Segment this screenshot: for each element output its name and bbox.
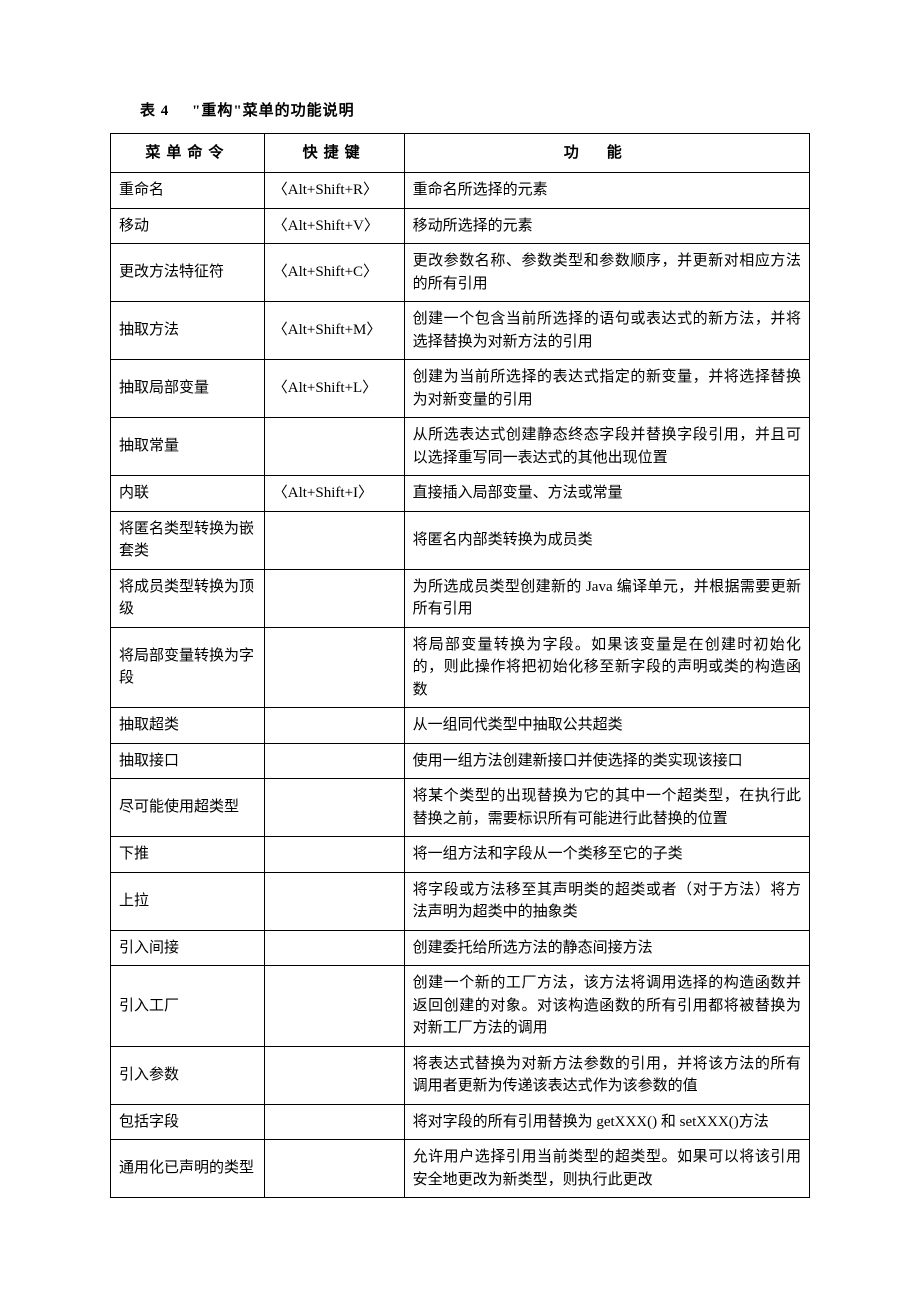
cell-function: 将局部变量转换为字段。如果该变量是在创建时初始化的，则此操作将把初始化移至新字段… (404, 627, 809, 708)
cell-shortcut (264, 1104, 404, 1140)
table-row: 将局部变量转换为字段 将局部变量转换为字段。如果该变量是在创建时初始化的，则此操作… (111, 627, 810, 708)
cell-command: 更改方法特征符 (111, 244, 265, 302)
cell-command: 抽取超类 (111, 708, 265, 744)
table-row: 将匿名类型转换为嵌套类 将匿名内部类转换为成员类 (111, 511, 810, 569)
cell-shortcut (264, 743, 404, 779)
cell-shortcut: 〈Alt+Shift+I〉 (264, 476, 404, 512)
col-header-function: 功能 (404, 133, 809, 173)
cell-function: 为所选成员类型创建新的 Java 编译单元，并根据需要更新所有引用 (404, 569, 809, 627)
cell-shortcut (264, 1140, 404, 1198)
caption-title: "重构"菜单的功能说明 (192, 103, 355, 119)
cell-function: 将一组方法和字段从一个类移至它的子类 (404, 837, 809, 873)
cell-shortcut: 〈Alt+Shift+M〉 (264, 302, 404, 360)
cell-command: 引入参数 (111, 1046, 265, 1104)
cell-shortcut (264, 930, 404, 966)
table-row: 上拉 将字段或方法移至其声明类的超类或者（对于方法）将方法声明为超类中的抽象类 (111, 872, 810, 930)
cell-function: 创建一个新的工厂方法，该方法将调用选择的构造函数并返回创建的对象。对该构造函数的… (404, 966, 809, 1047)
cell-shortcut (264, 511, 404, 569)
cell-function: 从所选表达式创建静态终态字段并替换字段引用，并且可以选择重写同一表达式的其他出现… (404, 418, 809, 476)
cell-command: 抽取接口 (111, 743, 265, 779)
table-row: 引入工厂 创建一个新的工厂方法，该方法将调用选择的构造函数并返回创建的对象。对该构… (111, 966, 810, 1047)
cell-command: 内联 (111, 476, 265, 512)
cell-function: 直接插入局部变量、方法或常量 (404, 476, 809, 512)
cell-command: 引入工厂 (111, 966, 265, 1047)
refactor-menu-table: 菜单命令 快捷键 功能 重命名〈Alt+Shift+R〉重命名所选择的元素移动〈… (110, 133, 810, 1199)
cell-function: 创建委托给所选方法的静态间接方法 (404, 930, 809, 966)
table-header-row: 菜单命令 快捷键 功能 (111, 133, 810, 173)
cell-command: 下推 (111, 837, 265, 873)
table-row: 抽取接口 使用一组方法创建新接口并使选择的类实现该接口 (111, 743, 810, 779)
cell-function: 创建为当前所选择的表达式指定的新变量，并将选择替换为对新变量的引用 (404, 360, 809, 418)
cell-function: 从一组同代类型中抽取公共超类 (404, 708, 809, 744)
cell-command: 移动 (111, 208, 265, 244)
cell-command: 重命名 (111, 173, 265, 209)
cell-shortcut: 〈Alt+Shift+C〉 (264, 244, 404, 302)
cell-shortcut: 〈Alt+Shift+R〉 (264, 173, 404, 209)
cell-shortcut (264, 708, 404, 744)
cell-command: 包括字段 (111, 1104, 265, 1140)
cell-function: 使用一组方法创建新接口并使选择的类实现该接口 (404, 743, 809, 779)
cell-command: 抽取常量 (111, 418, 265, 476)
cell-function: 将字段或方法移至其声明类的超类或者（对于方法）将方法声明为超类中的抽象类 (404, 872, 809, 930)
col-header-shortcut: 快捷键 (264, 133, 404, 173)
table-caption: 表 4 "重构"菜单的功能说明 (140, 100, 810, 123)
cell-shortcut (264, 837, 404, 873)
table-row: 抽取局部变量〈Alt+Shift+L〉创建为当前所选择的表达式指定的新变量，并将… (111, 360, 810, 418)
table-row: 抽取超类 从一组同代类型中抽取公共超类 (111, 708, 810, 744)
cell-command: 抽取方法 (111, 302, 265, 360)
cell-function: 将表达式替换为对新方法参数的引用，并将该方法的所有调用者更新为传递该表达式作为该… (404, 1046, 809, 1104)
cell-function: 将某个类型的出现替换为它的其中一个超类型，在执行此替换之前，需要标识所有可能进行… (404, 779, 809, 837)
cell-function: 重命名所选择的元素 (404, 173, 809, 209)
cell-shortcut (264, 872, 404, 930)
table-row: 下推 将一组方法和字段从一个类移至它的子类 (111, 837, 810, 873)
cell-command: 引入间接 (111, 930, 265, 966)
cell-function: 将对字段的所有引用替换为 getXXX() 和 setXXX()方法 (404, 1104, 809, 1140)
cell-command: 通用化已声明的类型 (111, 1140, 265, 1198)
cell-command: 上拉 (111, 872, 265, 930)
table-row: 引入间接 创建委托给所选方法的静态间接方法 (111, 930, 810, 966)
cell-shortcut (264, 569, 404, 627)
cell-command: 抽取局部变量 (111, 360, 265, 418)
cell-shortcut (264, 418, 404, 476)
table-row: 更改方法特征符〈Alt+Shift+C〉更改参数名称、参数类型和参数顺序，并更新… (111, 244, 810, 302)
table-row: 尽可能使用超类型 将某个类型的出现替换为它的其中一个超类型，在执行此替换之前，需要… (111, 779, 810, 837)
table-row: 抽取常量 从所选表达式创建静态终态字段并替换字段引用，并且可以选择重写同一表达式的… (111, 418, 810, 476)
table-row: 重命名〈Alt+Shift+R〉重命名所选择的元素 (111, 173, 810, 209)
caption-label: 表 4 (140, 103, 169, 119)
table-row: 包括字段 将对字段的所有引用替换为 getXXX() 和 setXXX()方法 (111, 1104, 810, 1140)
cell-command: 尽可能使用超类型 (111, 779, 265, 837)
cell-function: 移动所选择的元素 (404, 208, 809, 244)
table-row: 内联〈Alt+Shift+I〉直接插入局部变量、方法或常量 (111, 476, 810, 512)
cell-shortcut: 〈Alt+Shift+V〉 (264, 208, 404, 244)
cell-shortcut (264, 627, 404, 708)
cell-function: 将匿名内部类转换为成员类 (404, 511, 809, 569)
table-row: 抽取方法〈Alt+Shift+M〉创建一个包含当前所选择的语句或表达式的新方法，… (111, 302, 810, 360)
cell-shortcut (264, 1046, 404, 1104)
cell-shortcut: 〈Alt+Shift+L〉 (264, 360, 404, 418)
table-row: 引入参数 将表达式替换为对新方法参数的引用，并将该方法的所有调用者更新为传递该表达… (111, 1046, 810, 1104)
col-header-command: 菜单命令 (111, 133, 265, 173)
cell-command: 将匿名类型转换为嵌套类 (111, 511, 265, 569)
table-row: 移动〈Alt+Shift+V〉移动所选择的元素 (111, 208, 810, 244)
table-row: 通用化已声明的类型 允许用户选择引用当前类型的超类型。如果可以将该引用安全地更改为… (111, 1140, 810, 1198)
cell-shortcut (264, 966, 404, 1047)
cell-shortcut (264, 779, 404, 837)
cell-command: 将局部变量转换为字段 (111, 627, 265, 708)
table-row: 将成员类型转换为顶级 为所选成员类型创建新的 Java 编译单元，并根据需要更新所… (111, 569, 810, 627)
cell-function: 更改参数名称、参数类型和参数顺序，并更新对相应方法的所有引用 (404, 244, 809, 302)
cell-function: 创建一个包含当前所选择的语句或表达式的新方法，并将选择替换为对新方法的引用 (404, 302, 809, 360)
cell-command: 将成员类型转换为顶级 (111, 569, 265, 627)
cell-function: 允许用户选择引用当前类型的超类型。如果可以将该引用安全地更改为新类型，则执行此更… (404, 1140, 809, 1198)
